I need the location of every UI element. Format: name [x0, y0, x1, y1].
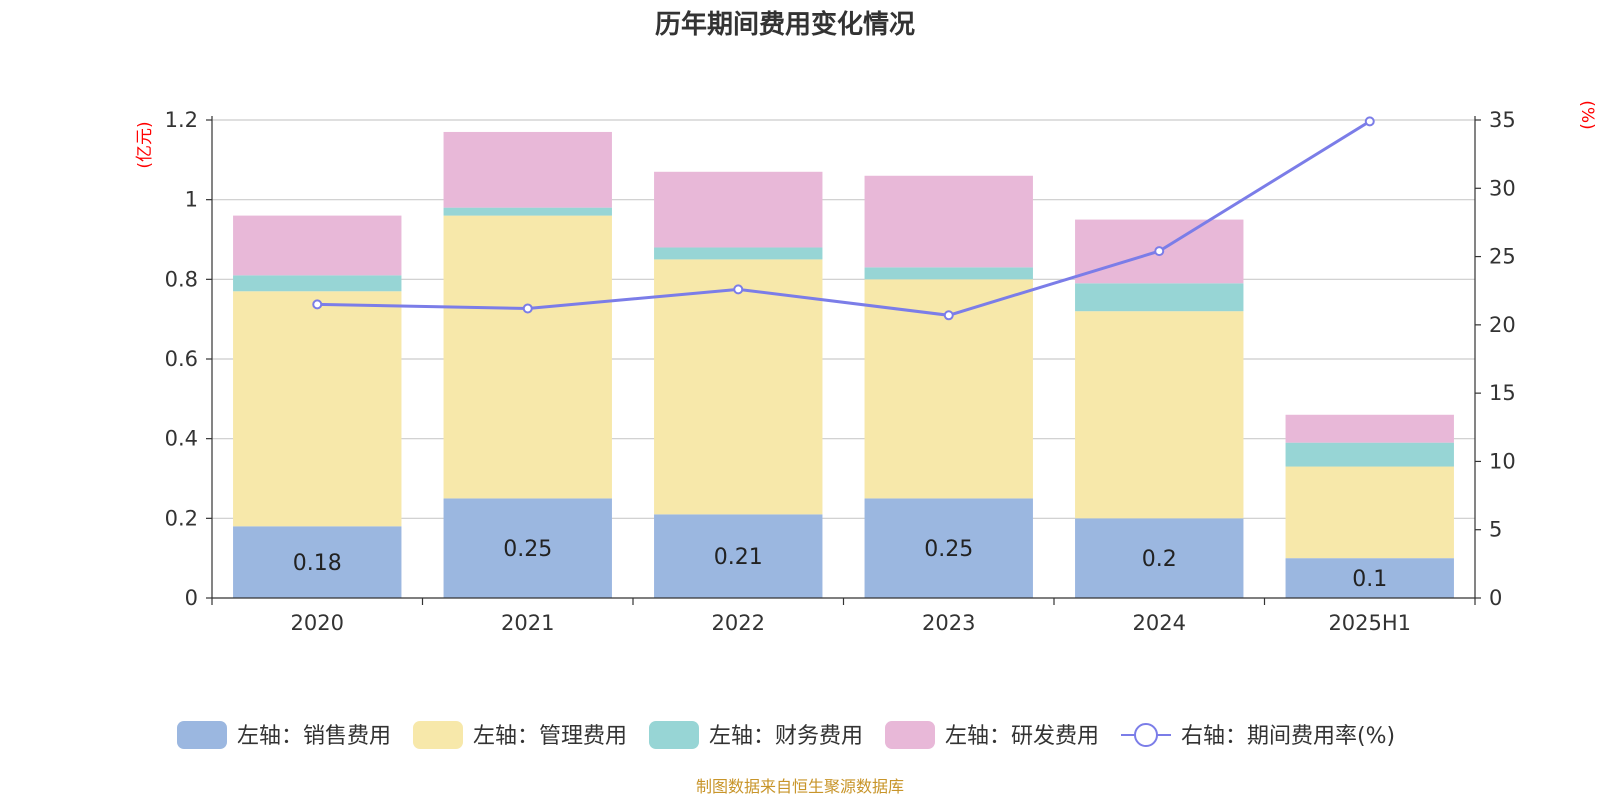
bar-segment: [654, 514, 823, 598]
rate-line: [317, 120, 1371, 317]
x-axis-tick-label: 2023: [922, 611, 975, 635]
axes: 0 0.2 0.4 0.6 0.8 1 1.2 0 5 10 15 20 25 30 35 2020 2021 2…: [165, 108, 1516, 635]
right-axis-tick-label: 20: [1489, 313, 1516, 337]
left-axis-tick-label: 0: [185, 586, 198, 610]
bar-segment: [864, 267, 1033, 280]
bar-segment: [443, 131, 612, 208]
bar-data-label: 0.25: [924, 537, 973, 562]
left-axis-tick-label: 0.6: [165, 347, 198, 371]
right-axis-tick-label: 5: [1489, 518, 1502, 542]
bar-segment: [654, 259, 823, 515]
legend-label: 左轴：财务费用: [709, 724, 863, 749]
rate-point: [522, 303, 533, 314]
bar-segment: [654, 247, 823, 260]
legend-swatch: [885, 721, 935, 749]
x-axis-tick-label: 2021: [501, 611, 554, 635]
legend-label: 左轴：销售费用: [237, 724, 391, 749]
x-axis-tick-label: 2024: [1133, 611, 1186, 635]
bar-segment: [654, 171, 823, 248]
bar-data-label: 0.2: [1142, 547, 1177, 572]
left-axis-tick-label: 0.2: [165, 506, 198, 530]
rate-line-series: [312, 116, 1375, 321]
bar-segment: [864, 175, 1033, 268]
rate-point: [1364, 116, 1375, 127]
left-axis-tick-label: 1.2: [165, 108, 198, 132]
right-axis-tick-label: 10: [1489, 449, 1516, 473]
bar-segment: [443, 207, 612, 216]
bar-data-label: 0.25: [503, 537, 552, 562]
bar-data-label: 0.18: [293, 551, 342, 576]
bar-data-label: 0.21: [714, 545, 763, 570]
legend-swatch: [177, 721, 227, 749]
rate-point: [943, 310, 954, 321]
left-axis-tick-label: 0.8: [165, 267, 198, 291]
rate-point: [312, 299, 323, 310]
left-axis-tick-label: 0.4: [165, 427, 198, 451]
bar-segment: [443, 215, 612, 499]
right-axis-tick-label: 15: [1489, 381, 1516, 405]
bar-segment: [1285, 466, 1454, 559]
legend-item[interactable]: 左轴：财务费用: [649, 721, 863, 749]
bar-data-label: 0.1: [1352, 567, 1387, 592]
legend-swatch: [649, 721, 699, 749]
x-axis-tick-label: 2020: [291, 611, 344, 635]
left-axis-unit: (亿元): [135, 121, 155, 168]
x-axis-tick-label: 2022: [712, 611, 765, 635]
legend[interactable]: 左轴：销售费用 左轴：管理费用 左轴：财务费用 左轴：研发费用 右轴：期间费用率(%): [177, 721, 1395, 749]
right-axis-tick-label: 35: [1489, 108, 1516, 132]
legend-marker-icon: [1134, 723, 1158, 747]
bar-segment: [233, 526, 402, 598]
right-axis-tick-label: 30: [1489, 176, 1516, 200]
bar-segment: [1075, 283, 1244, 312]
right-axis-unit: (%): [1577, 100, 1597, 129]
source-note: 制图数据来自恒生聚源数据库: [696, 777, 904, 796]
grid-lines: [212, 119, 1475, 519]
legend-item[interactable]: 左轴：销售费用: [177, 721, 391, 749]
legend-item[interactable]: 左轴：研发费用: [885, 721, 1099, 749]
bar-segment: [443, 498, 612, 598]
left-axis-tick-label: 1: [185, 188, 198, 212]
right-axis-tick-label: 0: [1489, 586, 1502, 610]
bar-segment: [1075, 518, 1244, 598]
bar-data-labels: 0.18 0.25 0.21 0.25 0.2 0.1: [293, 537, 1387, 592]
bar-segment: [1285, 442, 1454, 467]
legend-item[interactable]: 右轴：期间费用率(%): [1121, 723, 1395, 749]
right-axis-tick-label: 25: [1489, 245, 1516, 269]
rate-point: [1154, 246, 1165, 257]
bar-segment: [1075, 311, 1244, 519]
chart-title: 历年期间费用变化情况: [655, 9, 915, 40]
bar-segment: [233, 215, 402, 276]
legend-label: 左轴：管理费用: [473, 724, 627, 749]
bar-segment: [233, 291, 402, 527]
bar-segment: [864, 498, 1033, 598]
bar-segment: [1285, 558, 1454, 598]
bar-segment: [1285, 414, 1454, 443]
legend-label: 左轴：研发费用: [945, 724, 1099, 749]
bar-segment: [233, 275, 402, 292]
legend-item[interactable]: 左轴：管理费用: [413, 721, 627, 749]
x-axis-tick-label: 2025H1: [1328, 611, 1411, 635]
bars: [233, 131, 1454, 598]
rate-point: [733, 284, 744, 295]
legend-label: 右轴：期间费用率(%): [1181, 724, 1395, 749]
legend-swatch: [413, 721, 463, 749]
